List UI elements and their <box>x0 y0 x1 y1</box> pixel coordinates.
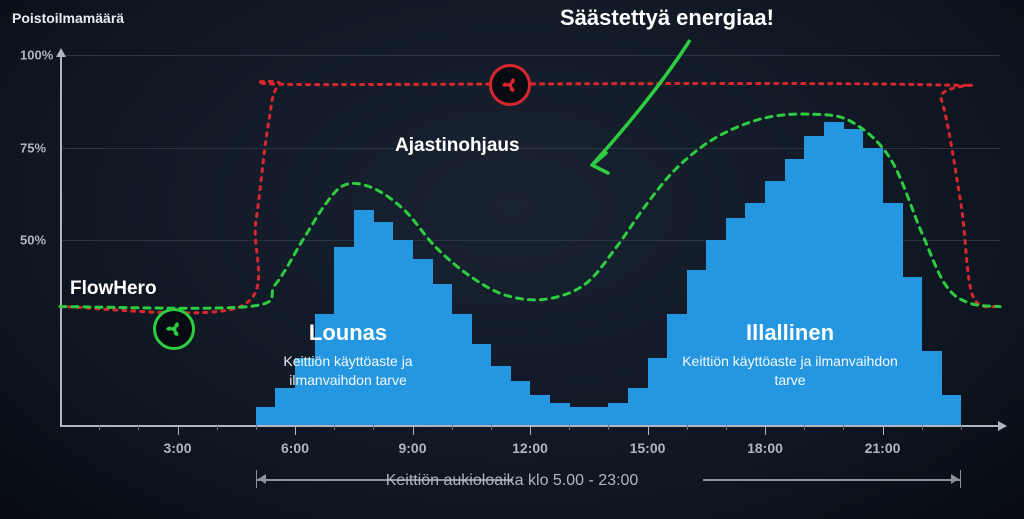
bar <box>745 203 765 425</box>
ajastin-fan-icon <box>489 64 531 106</box>
y-tick-label: 50% <box>20 233 46 248</box>
bracket-line <box>703 479 961 481</box>
lounas-title: Lounas <box>248 320 448 346</box>
x-tick-minor <box>334 425 335 430</box>
x-tick-minor <box>569 425 570 430</box>
x-tick-major <box>413 425 414 435</box>
x-tick-minor <box>961 425 962 430</box>
bar <box>354 210 374 425</box>
x-tick-label: 3:00 <box>163 440 191 456</box>
bar <box>550 403 570 425</box>
bar <box>628 388 648 425</box>
x-tick-label: 15:00 <box>630 440 666 456</box>
bracket-arrow <box>951 474 959 484</box>
x-tick-minor <box>922 425 923 430</box>
lounas-sub: Keittiön käyttöaste ja ilmanvaihdon tarv… <box>248 352 448 390</box>
x-tick-major <box>765 425 766 435</box>
bar <box>510 381 530 425</box>
ajastin-label: Ajastinohjaus <box>395 135 520 157</box>
bar <box>883 203 903 425</box>
bar <box>589 407 609 426</box>
illallinen-annotation: Illallinen Keittiön käyttöaste ja ilmanv… <box>680 320 900 390</box>
bar <box>491 366 511 425</box>
x-tick-minor <box>452 425 453 430</box>
x-tick-label: 21:00 <box>865 440 901 456</box>
bar <box>452 314 472 425</box>
fan-icon <box>497 72 523 98</box>
x-tick-minor <box>256 425 257 430</box>
y-axis-title: Poistoilmamäärä <box>12 10 124 26</box>
lounas-annotation: Lounas Keittiön käyttöaste ja ilmanvaihd… <box>248 320 448 390</box>
x-tick-major <box>883 425 884 435</box>
x-tick-label: 9:00 <box>398 440 426 456</box>
bar <box>608 403 628 425</box>
fan-icon <box>161 316 187 342</box>
bracket-arrow <box>258 474 266 484</box>
x-tick-minor <box>491 425 492 430</box>
bar <box>256 407 276 426</box>
x-tick-major <box>648 425 649 435</box>
y-tick-label: 100% <box>20 48 53 63</box>
bar <box>569 407 589 426</box>
bar <box>941 395 961 425</box>
x-tick-major <box>295 425 296 435</box>
x-tick-label: 18:00 <box>747 440 783 456</box>
x-tick-label: 6:00 <box>281 440 309 456</box>
x-tick-major <box>530 425 531 435</box>
opening-hours-label: Keittiön aukioloaika klo 5.00 - 23:00 <box>376 472 649 490</box>
x-tick-minor <box>726 425 727 430</box>
x-tick-minor <box>373 425 374 430</box>
flowhero-label: FlowHero <box>70 278 157 300</box>
bar <box>648 358 668 425</box>
x-tick-minor <box>138 425 139 430</box>
bar <box>902 277 922 425</box>
y-tick-label: 75% <box>20 140 46 155</box>
x-tick-major <box>178 425 179 435</box>
x-tick-minor <box>608 425 609 430</box>
x-tick-minor <box>804 425 805 430</box>
x-tick-label: 12:00 <box>512 440 548 456</box>
x-tick-minor <box>843 425 844 430</box>
flowhero-fan-icon <box>153 308 195 350</box>
bar <box>922 351 942 425</box>
illallinen-title: Illallinen <box>680 320 900 346</box>
bar <box>275 388 295 425</box>
x-tick-minor <box>99 425 100 430</box>
bar <box>530 395 550 425</box>
illallinen-sub: Keittiön käyttöaste ja ilmanvaihdon tarv… <box>680 352 900 390</box>
x-tick-minor <box>687 425 688 430</box>
x-tick-minor <box>217 425 218 430</box>
saved-energy-label: Säästettyä energiaa! <box>560 5 774 31</box>
bar <box>471 344 491 425</box>
